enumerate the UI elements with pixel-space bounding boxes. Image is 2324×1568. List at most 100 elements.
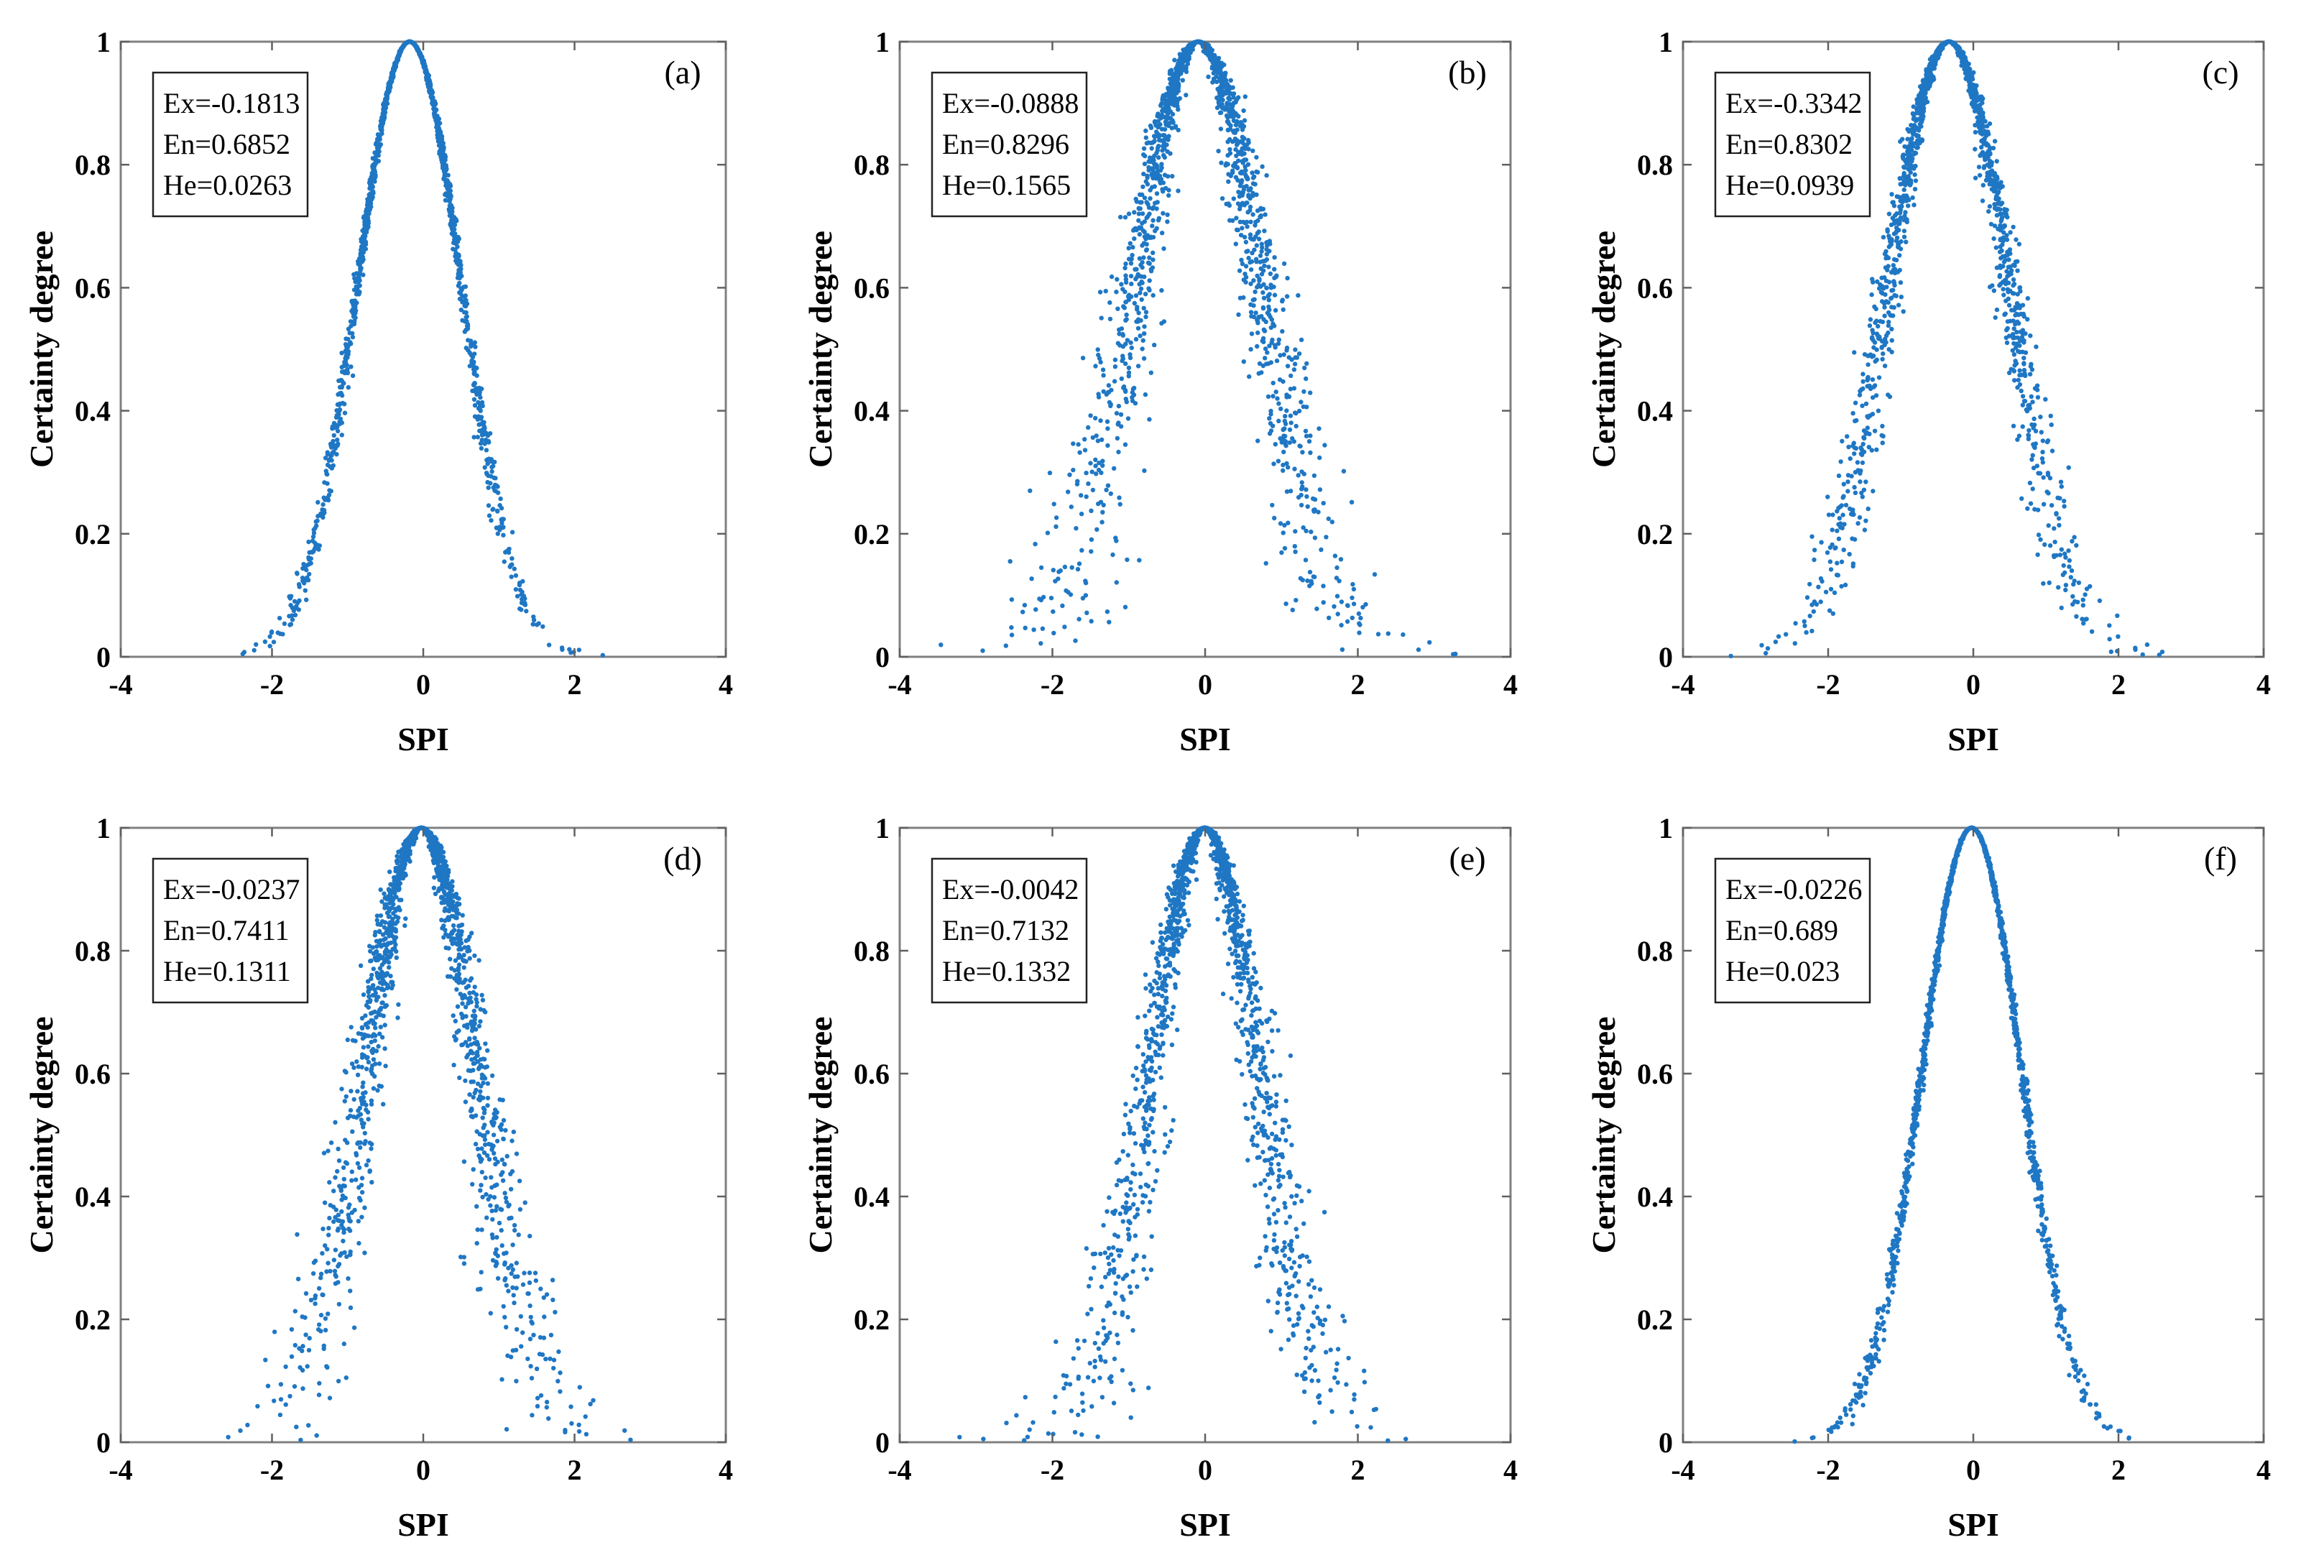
data-point [1312, 497, 1318, 502]
data-point [2016, 241, 2021, 246]
data-point [1306, 439, 1312, 444]
data-point [2080, 603, 2085, 608]
data-point [1280, 328, 1285, 334]
data-point [1830, 542, 1835, 548]
data-point [1878, 290, 1883, 295]
data-point [1993, 315, 1998, 320]
data-point [485, 479, 490, 485]
data-point [1212, 55, 1217, 60]
data-point [1107, 400, 1112, 405]
data-point [1922, 99, 1927, 104]
data-point [1168, 151, 1173, 156]
data-point [1982, 164, 1987, 169]
data-point [1293, 529, 1298, 534]
data-point [475, 417, 481, 422]
data-point [1345, 619, 1350, 624]
data-point [2029, 422, 2034, 428]
data-point [1974, 107, 1980, 112]
data-point [1270, 423, 1276, 428]
data-point [333, 415, 339, 420]
data-point [1858, 445, 1863, 451]
data-point [1170, 83, 1176, 88]
data-point [2027, 480, 2033, 486]
data-point [428, 92, 434, 97]
data-point [304, 597, 309, 602]
data-point [344, 362, 349, 368]
data-point [1232, 130, 1238, 135]
data-point [1276, 418, 1281, 423]
data-point [1137, 558, 1142, 563]
data-point [1416, 647, 1421, 652]
data-point [1835, 509, 1840, 514]
data-point [1278, 436, 1283, 441]
data-point [311, 530, 317, 536]
data-point [2049, 503, 2055, 508]
data-point [513, 573, 519, 578]
data-point [1728, 653, 1733, 659]
data-point [1987, 178, 1993, 183]
scatter-points [240, 39, 605, 658]
data-point [1260, 305, 1266, 311]
data-point [325, 481, 330, 486]
data-point [1112, 466, 1117, 471]
data-point [1874, 318, 1879, 323]
data-point [2084, 586, 2090, 591]
data-point [498, 496, 503, 502]
data-point [1156, 144, 1161, 149]
data-point [1311, 509, 1317, 514]
data-point [1284, 489, 1290, 494]
data-point [1860, 386, 1866, 391]
data-point [2023, 350, 2029, 355]
data-point [361, 214, 366, 219]
data-point [1861, 487, 1867, 492]
data-point [1246, 147, 1251, 152]
data-point [1273, 442, 1278, 447]
data-point [1290, 607, 1296, 612]
x-tick-label: 0 [416, 668, 430, 701]
data-point [328, 453, 333, 458]
data-point [1273, 308, 1278, 313]
data-point [1168, 109, 1173, 114]
data-point [1868, 317, 1873, 322]
y-tick-label: 0.6 [75, 272, 111, 304]
data-point [357, 283, 362, 288]
data-point [2026, 428, 2032, 433]
data-point [440, 160, 445, 165]
data-point [478, 441, 484, 446]
data-point [1898, 280, 1904, 285]
data-point [1880, 319, 1886, 325]
data-point [2072, 599, 2078, 604]
data-point [1227, 91, 1232, 96]
data-point [1271, 380, 1276, 386]
data-point [1897, 211, 1903, 216]
data-point [331, 420, 337, 426]
data-point [287, 614, 292, 619]
data-point [1119, 376, 1125, 382]
data-point [1912, 187, 1918, 192]
data-point [1095, 347, 1100, 352]
data-point [1992, 202, 1997, 207]
data-point [1234, 227, 1240, 232]
data-point [1176, 127, 1181, 133]
y-tick-label: 0 [1659, 641, 1673, 673]
data-point [1062, 564, 1068, 570]
data-point [1150, 265, 1156, 270]
data-point [1248, 281, 1253, 287]
data-point [1079, 548, 1084, 553]
data-point [1238, 233, 1244, 238]
data-point [1836, 522, 1841, 527]
data-point [2116, 634, 2121, 639]
data-point [1120, 344, 1126, 349]
data-point [288, 603, 293, 608]
data-point [1133, 401, 1138, 406]
data-point [1334, 594, 1340, 599]
data-point [340, 379, 345, 384]
data-point [1139, 297, 1144, 303]
data-point [1218, 110, 1224, 115]
data-point [2013, 259, 2019, 264]
data-point [1845, 434, 1850, 439]
data-point [980, 648, 985, 653]
data-point [1140, 264, 1145, 270]
data-point [1120, 333, 1126, 338]
data-point [2038, 537, 2043, 542]
